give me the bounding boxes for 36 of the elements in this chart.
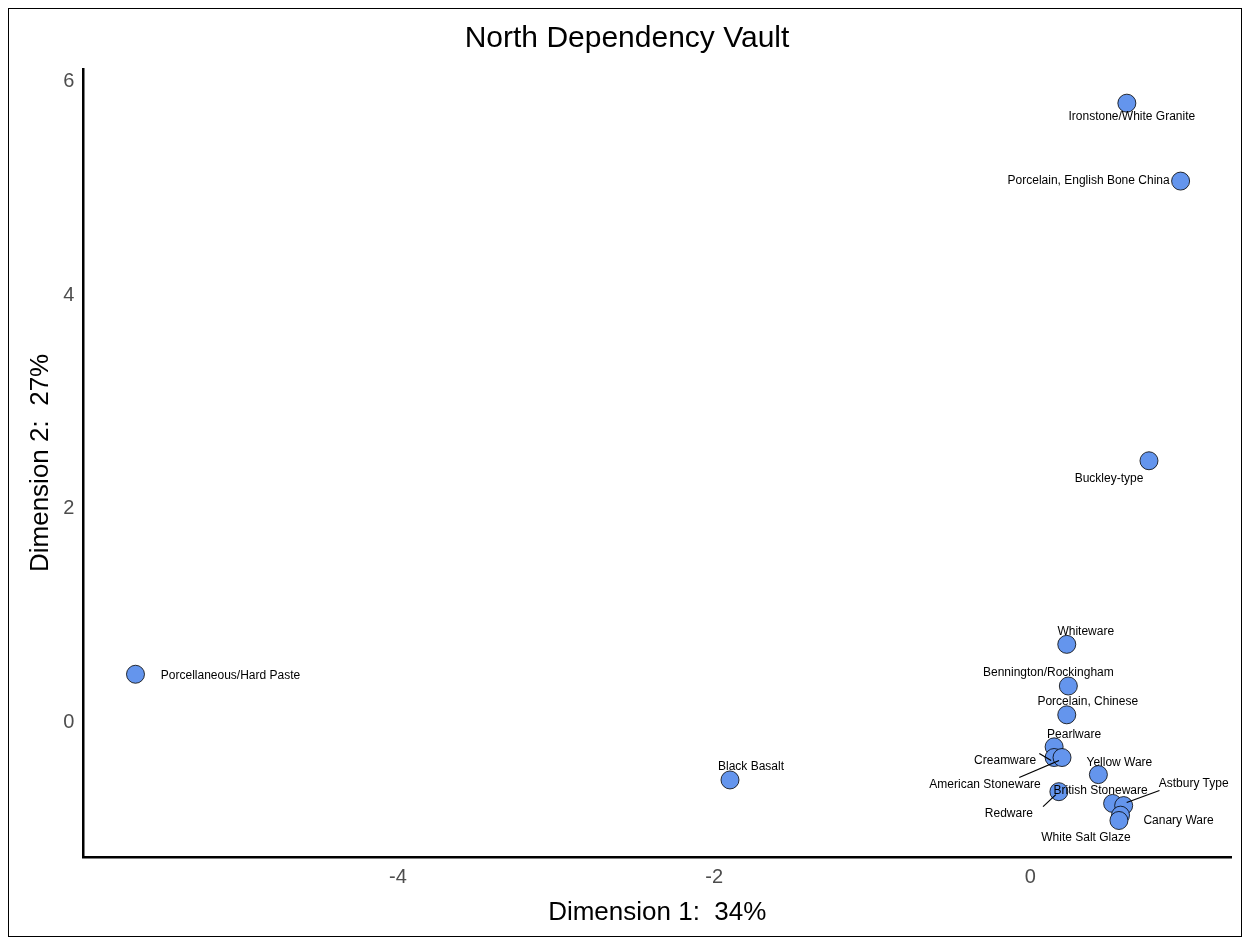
x-tick-label: 0 xyxy=(1024,865,1036,888)
y-tick-label: 4 xyxy=(63,282,75,305)
annotation: Redware xyxy=(984,806,1034,820)
y-tick-label: 6 xyxy=(63,69,75,92)
point xyxy=(1057,634,1077,654)
point xyxy=(1117,93,1137,113)
point xyxy=(1171,171,1190,191)
annotation: Canary Ware xyxy=(1143,813,1214,828)
annotation: Pearlware xyxy=(1047,727,1102,742)
x-tick-label: -2 xyxy=(705,865,724,888)
annotation: Astbury Type xyxy=(1158,775,1229,790)
annotation: Yellow Ware xyxy=(1086,754,1153,769)
point xyxy=(1109,811,1129,830)
annotation: Ironstone/White Granite xyxy=(1068,109,1196,124)
annotation: Creamware xyxy=(974,752,1037,767)
y-tick-label: 0 xyxy=(63,709,75,732)
x-axis-title: Dimension 1: 34% xyxy=(548,895,767,926)
chart-title: North Dependency Vault xyxy=(464,20,790,54)
annotation: Buckley-type xyxy=(1074,471,1144,486)
point xyxy=(1057,705,1077,725)
annotation: Porcelain, Chinese xyxy=(1037,694,1139,709)
annotation: Whiteware xyxy=(1057,623,1115,638)
point xyxy=(1052,748,1072,767)
annotation: Black Basalt xyxy=(717,759,785,774)
point xyxy=(126,664,145,684)
x-tick-label: -4 xyxy=(389,865,407,888)
annotation: American Stoneware xyxy=(929,776,1042,791)
annotation: Porcelain, English Bone China xyxy=(1007,173,1170,188)
point xyxy=(1088,765,1108,784)
point xyxy=(720,770,740,790)
annotation: Bennington/Rockingham xyxy=(982,665,1114,680)
y-tick-label: 2 xyxy=(63,496,75,519)
annotation: Porcellaneous/Hard Paste xyxy=(160,667,301,682)
point xyxy=(1139,451,1159,471)
annotation: White Salt Glaze xyxy=(1041,829,1131,844)
y-axis-title: Dimension 2: 27% xyxy=(23,353,54,573)
